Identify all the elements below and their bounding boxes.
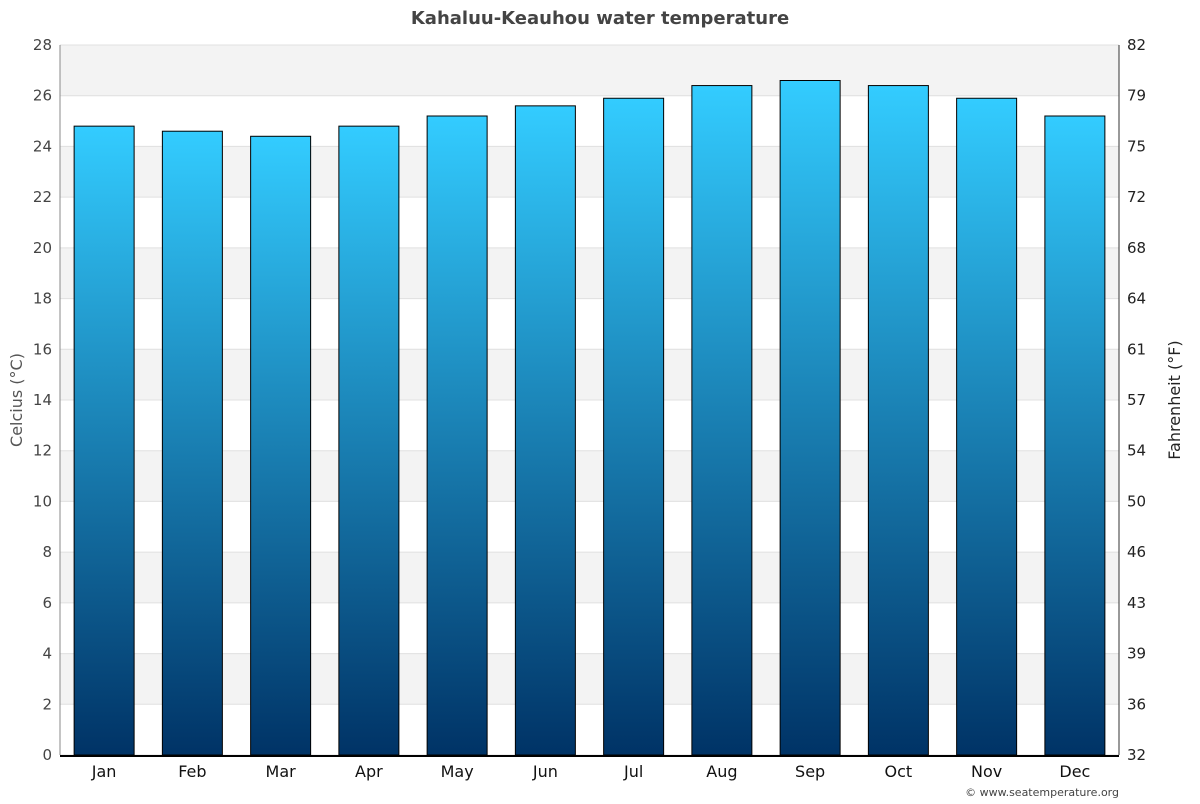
- y2-tick-label: 50: [1127, 492, 1146, 510]
- y-tick-label: 10: [33, 492, 52, 510]
- y2-tick-label: 46: [1127, 543, 1146, 561]
- y-axis-label: Celcius (°C): [7, 353, 26, 447]
- bar-jan[interactable]: [73, 125, 135, 756]
- y2-axis-label: Fahrenheit (°F): [1165, 340, 1184, 459]
- y2-tick-label: 75: [1127, 137, 1146, 155]
- x-tick-label: Jun: [532, 762, 558, 781]
- bar-may[interactable]: [426, 115, 488, 756]
- grid-band: [60, 247, 1119, 299]
- x-tick-label: Aug: [706, 762, 737, 781]
- grid-band: [60, 349, 1119, 400]
- x-tick-label: Jul: [623, 762, 643, 781]
- x-tick-label: Jan: [91, 762, 117, 781]
- y-tick-label: 4: [42, 645, 52, 663]
- y-tick-label: 18: [33, 290, 52, 308]
- y-tick-label: 24: [33, 137, 52, 155]
- x-tick-label: Mar: [266, 762, 297, 781]
- grid-band: [60, 146, 1119, 198]
- y-tick-label: 28: [33, 36, 52, 54]
- y2-tick-label: 68: [1127, 239, 1146, 257]
- x-tick-label: Apr: [355, 762, 383, 781]
- y2-tick-label: 43: [1127, 594, 1146, 612]
- bar-dec[interactable]: [1044, 115, 1106, 756]
- bar-sep[interactable]: [779, 80, 841, 756]
- bar-oct[interactable]: [867, 85, 929, 756]
- x-tick-label: Oct: [885, 762, 913, 781]
- y2-tick-label: 79: [1127, 87, 1146, 105]
- y-tick-label: 22: [33, 188, 52, 206]
- y-tick-label: 14: [33, 391, 52, 409]
- grid-band: [60, 653, 1119, 705]
- bar-nov[interactable]: [956, 97, 1018, 756]
- y2-tick-label: 64: [1127, 290, 1146, 308]
- bar-apr[interactable]: [338, 125, 400, 756]
- bar-feb[interactable]: [161, 130, 223, 756]
- y2-tick-label: 36: [1127, 695, 1146, 713]
- grid-band: [60, 552, 1119, 603]
- bar-jun[interactable]: [514, 105, 576, 756]
- grid-band: [60, 45, 1119, 96]
- bar-aug[interactable]: [691, 85, 753, 756]
- y-tick-label: 2: [42, 695, 52, 713]
- chart-title: Kahaluu-Keauhou water temperature: [411, 8, 789, 29]
- y2-tick-label: 72: [1127, 188, 1146, 206]
- grid-band: [60, 450, 1119, 502]
- y-tick-label: 20: [33, 239, 52, 257]
- y2-tick-label: 32: [1127, 746, 1146, 764]
- y2-tick-label: 61: [1127, 340, 1146, 358]
- y2-tick-label: 54: [1127, 442, 1146, 460]
- x-tick-label: Feb: [178, 762, 206, 781]
- x-tick-label: Dec: [1059, 762, 1090, 781]
- y2-tick-label: 82: [1127, 36, 1146, 54]
- y-tick-label: 16: [33, 340, 52, 358]
- y-tick-label: 0: [42, 746, 52, 764]
- y-tick-label: 8: [42, 543, 52, 561]
- y2-tick-label: 57: [1127, 391, 1146, 409]
- y2-tick-label: 39: [1127, 645, 1146, 663]
- y-tick-label: 26: [33, 87, 52, 105]
- bar-jul[interactable]: [603, 97, 665, 756]
- bar-mar[interactable]: [250, 135, 312, 756]
- x-tick-label: Nov: [971, 762, 1002, 781]
- y-tick-label: 12: [33, 442, 52, 460]
- credit-text[interactable]: © www.seatemperature.org: [965, 786, 1119, 799]
- x-tick-label: Sep: [795, 762, 825, 781]
- y-tick-label: 6: [42, 594, 52, 612]
- x-tick-label: May: [441, 762, 474, 781]
